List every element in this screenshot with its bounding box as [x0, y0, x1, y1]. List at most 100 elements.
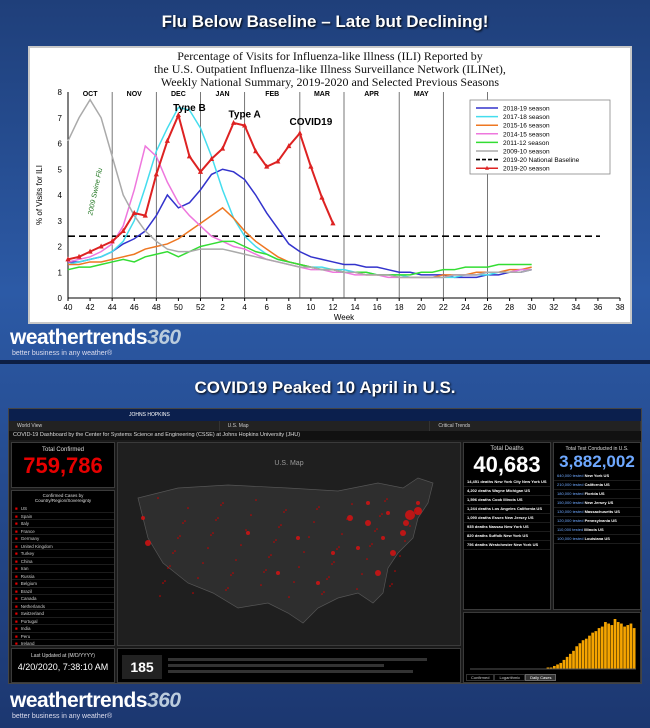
- country-row[interactable]: ■ Belgium: [12, 580, 114, 588]
- list-row[interactable]: 756 deaths Westchester New York US: [464, 541, 550, 550]
- x-tick-label: 26: [483, 303, 492, 312]
- list-row[interactable]: 1,244 deaths Los Angeles California US: [464, 505, 550, 514]
- list-row[interactable]: 100,000 tested Louisiana US: [554, 535, 640, 544]
- case-dot: [414, 510, 416, 512]
- list-count: 1,090 deaths: [467, 515, 493, 520]
- map-panel[interactable]: U.S. Map: [117, 442, 461, 646]
- tests-list[interactable]: 640,000 tested New York US 210,000 tested…: [554, 472, 640, 544]
- case-hotspot: [416, 501, 420, 505]
- chart-tab-confirmed[interactable]: Confirmed: [466, 674, 495, 681]
- daily-case-bar: [584, 638, 588, 669]
- country-name: Iran: [20, 566, 29, 571]
- list-row[interactable]: 150,000 tested New Jersey US: [554, 499, 640, 508]
- tab-critical-trends[interactable]: Critical Trends: [430, 421, 641, 431]
- case-dot: [409, 525, 411, 527]
- case-dot: [240, 544, 242, 546]
- list-row[interactable]: 110,000 tested Illinois US: [554, 526, 640, 535]
- chart-tab-daily[interactable]: Daily Cases: [525, 674, 557, 681]
- list-place: Suffolk New York US: [488, 533, 528, 538]
- list-place: Wayne Michigan US: [492, 488, 530, 493]
- daily-case-bar: [626, 625, 630, 669]
- x-tick-label: 34: [571, 303, 580, 312]
- country-row[interactable]: ■ India: [12, 625, 114, 633]
- month-label: OCT: [83, 91, 99, 98]
- country-row[interactable]: ■ Iran: [12, 565, 114, 573]
- case-dot: [225, 589, 227, 591]
- case-dot: [386, 498, 388, 500]
- country-row[interactable]: ■ Switzerland: [12, 610, 114, 618]
- x-tick-label: 2: [220, 303, 225, 312]
- x-tick-label: 48: [152, 303, 161, 312]
- daily-case-bar: [594, 631, 598, 669]
- country-row[interactable]: ■ Portugal: [12, 618, 114, 625]
- list-row[interactable]: 210,000 tested California US: [554, 481, 640, 490]
- country-count-marker: ■: [15, 573, 18, 579]
- jhu-dashboard: JOHNS HOPKINS World View U.S. Map Critic…: [8, 408, 642, 684]
- list-row[interactable]: 180,000 tested Florida US: [554, 490, 640, 499]
- country-row[interactable]: ■ Spain: [12, 513, 114, 520]
- list-row[interactable]: 1,596 deaths Cook Illinois US: [464, 496, 550, 505]
- list-row[interactable]: 14,451 deaths New York City New York US: [464, 478, 550, 487]
- daily-case-bar: [591, 632, 595, 669]
- series-marker: [175, 112, 181, 118]
- tab-us-map[interactable]: U.S. Map: [220, 421, 431, 431]
- case-dot: [217, 517, 219, 519]
- country-count-marker: ■: [15, 618, 18, 624]
- chart-title-line: Percentage of Visits for Influenza-like …: [177, 49, 483, 63]
- daily-case-bar: [546, 667, 550, 669]
- chart-tab-logarithmic[interactable]: Logarithmic: [494, 674, 526, 681]
- country-name: Brazil: [20, 588, 32, 594]
- daily-case-bar: [562, 659, 566, 669]
- country-row[interactable]: ■ France: [12, 528, 114, 535]
- list-row[interactable]: 935 deaths Nassau New York US: [464, 523, 550, 532]
- case-dot: [192, 592, 194, 594]
- list-row[interactable]: 820 deaths Suffolk New York US: [464, 532, 550, 541]
- list-row[interactable]: 640,000 tested New York US: [554, 472, 640, 481]
- case-hotspot: [347, 515, 353, 521]
- series-marker: [219, 145, 226, 151]
- list-place: Los Angeles California US: [492, 506, 542, 511]
- list-row[interactable]: 130,000 tested Massachusetts US: [554, 508, 640, 517]
- country-row[interactable]: ■ Canada: [12, 595, 114, 603]
- list-row[interactable]: 4,202 deaths Wayne Michigan US: [464, 487, 550, 496]
- country-name: Turkey: [20, 551, 35, 556]
- country-row[interactable]: ■ Brazil: [12, 588, 114, 595]
- case-dot: [351, 503, 353, 505]
- series-marker: [120, 228, 126, 234]
- y-axis-label: % of Visits for ILI: [35, 165, 44, 225]
- x-tick-label: 50: [174, 303, 183, 312]
- country-row[interactable]: ■ Germany: [12, 535, 114, 543]
- case-hotspot: [331, 551, 335, 555]
- tab-world-view[interactable]: World View: [9, 421, 220, 431]
- daily-case-bar: [610, 625, 614, 669]
- case-hotspot: [141, 516, 145, 520]
- list-row[interactable]: 120,000 tested Pennsylvania US: [554, 517, 640, 526]
- country-row[interactable]: ■ Russia: [12, 573, 114, 580]
- country-row[interactable]: ■ United Kingdom: [12, 543, 114, 550]
- country-count-marker: ■: [15, 588, 18, 594]
- country-name: US: [20, 506, 27, 511]
- list-row[interactable]: 1,090 deaths Essex New Jersey US: [464, 514, 550, 523]
- list-count: 100,000 tested: [557, 536, 585, 541]
- country-row[interactable]: ■ Ireland: [12, 640, 114, 648]
- case-dot: [389, 585, 391, 587]
- case-dot: [182, 522, 184, 524]
- chart-title: Percentage of Visits for Influenza-like …: [30, 50, 630, 89]
- legend-entry: 2019-20 National Baseline: [503, 157, 580, 164]
- series-marker: [186, 153, 193, 159]
- country-row[interactable]: ■ Italy: [12, 520, 114, 528]
- country-row[interactable]: ■ China: [12, 558, 114, 565]
- country-count-marker: ■: [15, 633, 18, 639]
- list-place: New Jersey US: [584, 500, 614, 505]
- country-row[interactable]: ■ Netherlands: [12, 603, 114, 610]
- country-name: Netherlands: [20, 603, 45, 609]
- case-hotspot: [246, 531, 250, 535]
- country-row[interactable]: ■ Peru: [12, 633, 114, 640]
- daily-case-bar: [568, 653, 572, 669]
- chart-title-line: the U.S. Outpatient Influenza-like Illne…: [154, 62, 506, 76]
- case-dot: [162, 582, 164, 584]
- country-row[interactable]: ■ Turkey: [12, 550, 114, 558]
- deaths-list[interactable]: 14,451 deaths New York City New York US 4…: [464, 478, 550, 550]
- country-row[interactable]: ■ US: [12, 505, 114, 513]
- series-line: [67, 240, 532, 276]
